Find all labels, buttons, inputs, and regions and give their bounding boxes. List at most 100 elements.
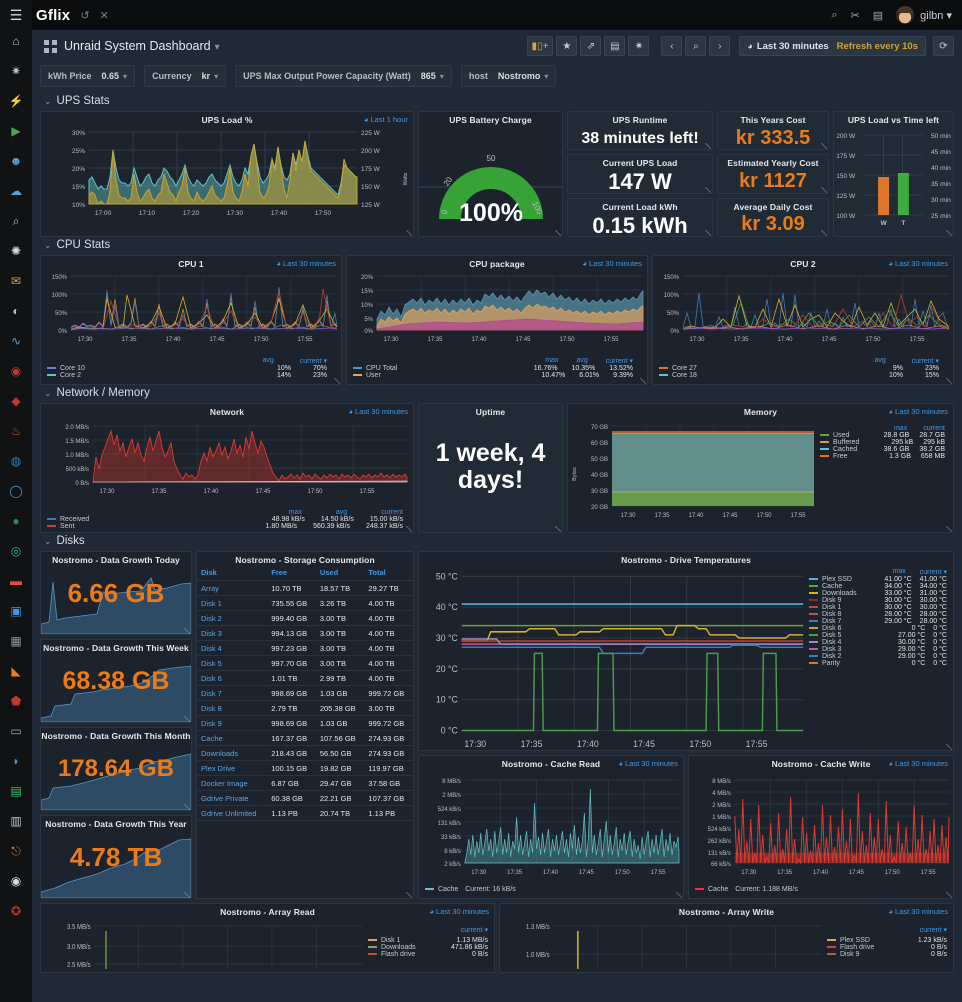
col-free[interactable]: Free bbox=[267, 565, 316, 581]
legend-item[interactable]: Core 10 10% 70% bbox=[47, 365, 335, 372]
time-shift-forward-button[interactable]: › bbox=[709, 36, 731, 56]
panel-resize-handle[interactable] bbox=[946, 892, 952, 898]
legend-item[interactable]: Disk 4 30.00 °C 0 °C bbox=[809, 639, 949, 646]
cache-read-panel[interactable]: Nostromo - Cache Read ◕ Last 30 minutes … bbox=[418, 755, 684, 899]
sidebar-icon-0[interactable]: ⌂ bbox=[12, 34, 20, 48]
add-panel-button[interactable]: ▮▯ + bbox=[526, 36, 554, 56]
legend-item[interactable]: Disk 1 30.00 °C 30.00 °C bbox=[809, 604, 949, 611]
fox-icon[interactable]: ◣ bbox=[11, 664, 21, 678]
grid-icon[interactable]: ▦ bbox=[10, 634, 22, 648]
panel-resize-handle[interactable] bbox=[705, 229, 711, 236]
play-icon[interactable]: ▶ bbox=[11, 124, 21, 138]
cloud-icon[interactable]: ☁ bbox=[10, 184, 22, 198]
book-icon[interactable]: ▬ bbox=[10, 574, 22, 588]
legend-item[interactable]: Plex SSD 41.00 °C 41.00 °C bbox=[809, 576, 949, 583]
panel-time-range[interactable]: ◕ Last 1 hour bbox=[363, 115, 408, 124]
panel-time-range[interactable]: ◕ Last 30 minutes bbox=[276, 259, 336, 268]
ups-runtime-panel[interactable]: UPS Runtime 38 minutes left! bbox=[567, 111, 713, 151]
time-shift-back-button[interactable]: ‹ bbox=[661, 36, 683, 56]
estimated-yearly-cost-panel[interactable]: Estimated Yearly Cost kr 1127 bbox=[717, 154, 829, 194]
panel-resize-handle[interactable] bbox=[946, 744, 952, 750]
library-icon[interactable]: ▥ bbox=[10, 814, 22, 828]
legend-item[interactable]: Buffered 295 kB 295 kB bbox=[820, 439, 947, 446]
legend-item[interactable]: Core 2 14% 23% bbox=[47, 372, 335, 379]
panel-resize-handle[interactable] bbox=[705, 186, 711, 193]
table-row[interactable]: Docker Image 6.87 GB 29.47 GB 37.58 GB bbox=[197, 775, 413, 791]
panel-time-range[interactable]: ◕ Last 30 minutes bbox=[618, 759, 678, 768]
panel-resize-handle[interactable] bbox=[406, 892, 412, 898]
current-ups-load-panel[interactable]: Current UPS Load 147 W bbox=[567, 154, 713, 194]
pin-icon[interactable]: ◆ bbox=[11, 394, 21, 408]
storage-consumption-panel[interactable]: Nostromo - Storage Consumption Disk Free… bbox=[196, 551, 414, 899]
table-row[interactable]: Disk 8 2.79 TB 205.38 GB 3.00 TB bbox=[197, 700, 413, 716]
legend-item[interactable]: Disk 7 29.00 °C 28.00 °C bbox=[809, 618, 949, 625]
cpu-2-panel[interactable]: CPU 2 ◕ Last 30 minutes 150% 100% 50% 0% bbox=[652, 255, 954, 385]
panel-resize-handle[interactable] bbox=[406, 230, 412, 236]
legend-item[interactable]: Downloads 471.86 kB/s bbox=[368, 944, 490, 951]
legend-item[interactable]: Core 27 9% 23% bbox=[659, 365, 947, 372]
flame-icon[interactable]: ♨ bbox=[10, 424, 22, 438]
panel-resize-handle[interactable] bbox=[334, 378, 340, 384]
uptime-panel[interactable]: Uptime 1 week, 4 days! bbox=[418, 403, 563, 533]
data-growth-year-panel[interactable]: Nostromo - Data Growth This Year 4.78 TB bbox=[40, 815, 192, 899]
refresh-icon[interactable]: ↺ bbox=[80, 9, 90, 22]
panel-resize-handle[interactable] bbox=[555, 526, 561, 532]
legend-item[interactable]: CPU Total 16.76% 10.35% 13.52% bbox=[353, 365, 641, 372]
col-disk[interactable]: Disk bbox=[197, 565, 268, 581]
panel-resize-handle[interactable] bbox=[406, 526, 412, 532]
ups-load-vs-time-left-panel[interactable]: UPS Load vs Time left 200 W 175 W 150 W 12… bbox=[833, 111, 954, 237]
legend-item[interactable]: Sent 1.80 MB/s 560.39 kB/s 248.37 kB/s bbox=[47, 523, 407, 530]
ups-battery-charge-panel[interactable]: UPS Battery Charge 0 20 50 100 100% bbox=[418, 111, 563, 237]
gear-icon[interactable]: ✷ bbox=[10, 64, 22, 78]
legend-item[interactable]: Downloads 33.00 °C 31.00 °C bbox=[809, 590, 949, 597]
drive-temperatures-panel[interactable]: Nostromo - Drive Temperatures 50 °C 40 °C… bbox=[418, 551, 954, 751]
drop-icon[interactable]: ◯ bbox=[9, 484, 23, 498]
table-row[interactable]: Disk 7 998.69 GB 1.03 GB 999.72 GB bbox=[197, 685, 413, 701]
legend-item[interactable]: Disk 8 28.00 °C 28.00 °C bbox=[809, 611, 949, 618]
radar-icon[interactable]: ✪ bbox=[10, 904, 22, 918]
table-row[interactable]: Disk 5 997.70 GB 3.00 TB 4.00 TB bbox=[197, 655, 413, 671]
legend-item[interactable]: Flash drive 0 B/s bbox=[827, 944, 949, 951]
cpu-package-panel[interactable]: CPU package ◕ Last 30 minutes 20% 15% 10%… bbox=[346, 255, 648, 385]
legend-item[interactable]: Disk 9 30.00 °C 30.00 °C bbox=[809, 597, 949, 604]
sub-icon[interactable]: ▤ bbox=[10, 784, 22, 798]
legend-item[interactable]: Disk 6 0 °C 0 °C bbox=[809, 625, 949, 632]
table-row[interactable]: Array 10.70 TB 18.57 TB 29.27 TB bbox=[197, 580, 413, 596]
panel-time-range[interactable]: ◕ Last 30 minutes bbox=[582, 259, 642, 268]
cache-write-panel[interactable]: Nostromo - Cache Write ◕ Last 30 minutes… bbox=[688, 755, 954, 899]
page-title[interactable]: Unraid System Dashboard ▾ bbox=[64, 39, 220, 53]
col-total[interactable]: Total bbox=[364, 565, 413, 581]
currency-variable[interactable]: Currency kr ▾ bbox=[144, 65, 227, 87]
section-header-ups[interactable]: ⌄ UPS Stats bbox=[40, 93, 954, 111]
table-row[interactable]: Disk 6 1.01 TB 2.99 TB 4.00 TB bbox=[197, 670, 413, 686]
shield-icon[interactable]: ⬟ bbox=[10, 694, 22, 708]
panel-resize-handle[interactable] bbox=[184, 892, 190, 898]
hamburger-icon[interactable]: ☰ bbox=[9, 6, 23, 23]
film-icon[interactable]: ▭ bbox=[10, 724, 22, 738]
mail-icon[interactable]: ✉ bbox=[10, 274, 22, 288]
panel-resize-handle[interactable] bbox=[184, 804, 190, 810]
table-row[interactable]: Gdrive Private 60.38 GB 22.21 GB 107.37 GB bbox=[197, 790, 413, 806]
zoom-out-button[interactable]: ⌕ bbox=[685, 36, 707, 56]
panel-icon[interactable]: ▤ bbox=[872, 9, 884, 22]
data-growth-week-panel[interactable]: Nostromo - Data Growth This Week 68.38 G… bbox=[40, 639, 192, 723]
legend-item[interactable]: Cached 38.6 GB 38.2 GB bbox=[820, 446, 947, 453]
network-panel[interactable]: Network ◕ Last 30 minutes 2.0 MB/s 1.5 MB… bbox=[40, 403, 414, 533]
panel-time-range[interactable]: ◕ Last 30 minutes bbox=[888, 259, 948, 268]
legend-item[interactable]: Disk 9 0 B/s bbox=[827, 951, 949, 958]
col-used[interactable]: Used bbox=[315, 565, 365, 581]
legend-item[interactable]: User 10.47% 6.01% 9.39% bbox=[353, 372, 641, 379]
panel-resize-handle[interactable] bbox=[946, 526, 952, 532]
legend-item[interactable]: Plex SSD 1.23 kB/s bbox=[827, 937, 949, 944]
legend-header-sorted[interactable]: current ▾ bbox=[911, 358, 939, 365]
panel-resize-handle[interactable] bbox=[640, 378, 646, 384]
legend-header-sorted[interactable]: current ▾ bbox=[919, 569, 947, 576]
user-icon[interactable]: ☻ bbox=[9, 154, 23, 168]
legend-header-sorted[interactable]: current ▾ bbox=[919, 927, 947, 934]
water-icon[interactable]: ◗ bbox=[12, 754, 20, 768]
github-icon[interactable]: ◉ bbox=[10, 874, 22, 888]
legend-item[interactable]: Received 48.98 kB/s 14.50 kB/s 15.00 kB/s bbox=[47, 516, 407, 523]
table-row[interactable]: Disk 3 994.13 GB 3.00 TB 4.00 TB bbox=[197, 625, 413, 641]
panel-resize-handle[interactable] bbox=[821, 229, 827, 236]
panel-resize-handle[interactable] bbox=[946, 230, 952, 236]
